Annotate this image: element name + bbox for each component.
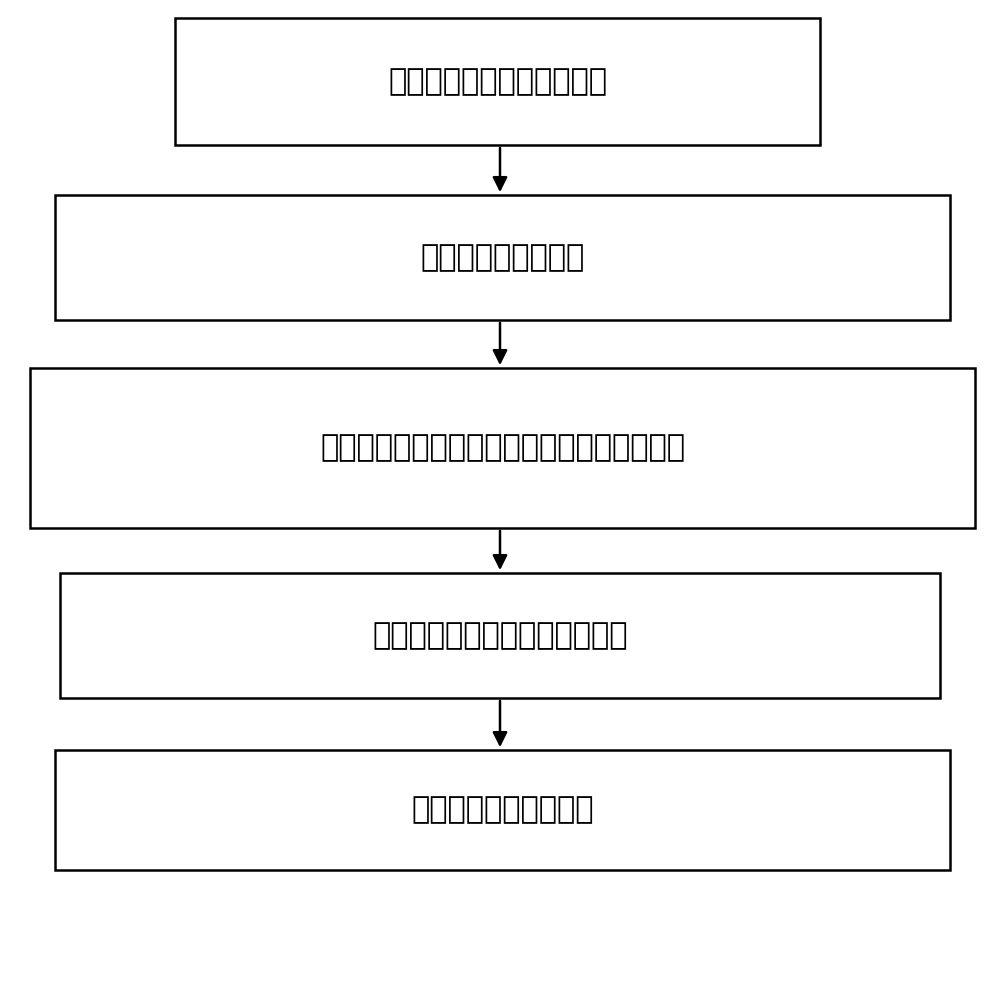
Text: 配置溶液、制备土样: 配置溶液、制备土样 xyxy=(420,243,585,272)
Text: 由土柱试验确定污染物浓度分布: 由土柱试验确定污染物浓度分布 xyxy=(372,621,628,650)
Bar xyxy=(30,368,975,528)
Bar xyxy=(60,573,940,698)
Bar xyxy=(55,195,950,320)
Bar xyxy=(55,750,950,870)
Text: 通过反演得到弥散系数: 通过反演得到弥散系数 xyxy=(411,796,594,824)
Text: 由间歇试验确定临界土颗粒浓度下的吸附参数: 由间歇试验确定临界土颗粒浓度下的吸附参数 xyxy=(320,434,685,462)
Bar xyxy=(175,18,820,145)
Text: 选取土料，测定其土工特性: 选取土料，测定其土工特性 xyxy=(388,67,607,96)
